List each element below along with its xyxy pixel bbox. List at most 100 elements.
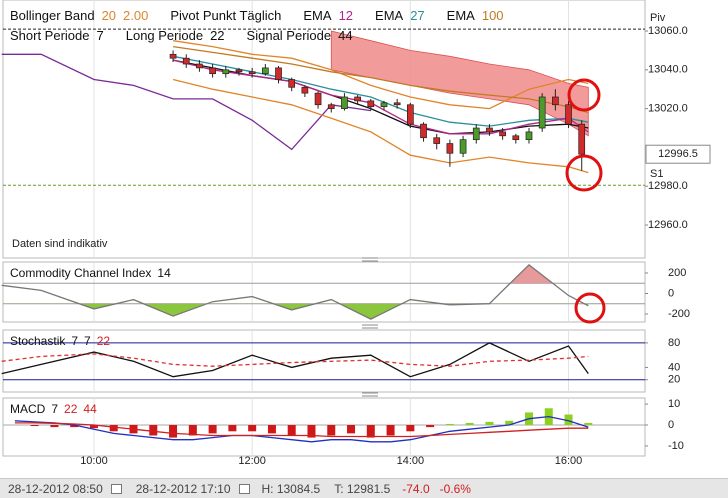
- legend-label: EMA: [375, 7, 404, 23]
- legend: Bollinger Band 20 2.00 Pivot Punkt Täglich E…: [10, 5, 526, 45]
- legend-param: 20: [101, 7, 117, 23]
- legend-label: EMA: [446, 7, 475, 23]
- legend-item: EMA 100: [447, 8, 504, 23]
- candle-body: [380, 102, 388, 108]
- histogram-bar: [386, 425, 395, 436]
- candle-body: [275, 67, 282, 80]
- series-line: [1, 263, 589, 320]
- y-tick-label: 13060.0: [648, 25, 688, 37]
- panel-param: 14: [157, 266, 171, 280]
- y-tick-label: 12960.0: [648, 219, 688, 231]
- series-line: [14, 422, 589, 438]
- panel-param: 7: [71, 334, 79, 348]
- legend-label: EMA: [303, 7, 332, 23]
- legend-item: Bollinger Band 20 2.00: [10, 8, 148, 23]
- histogram-bar: [89, 425, 98, 429]
- histogram-bar: [465, 422, 474, 426]
- histogram-bar: [445, 423, 454, 426]
- y-tick-label: 0: [668, 419, 674, 431]
- legend-row: Short Periode 7 Long Periode 22 Signal Perio…: [10, 25, 526, 45]
- candle-body: [499, 131, 506, 137]
- histogram-bar: [109, 425, 118, 432]
- histogram-bar: [366, 425, 375, 438]
- candle-body: [486, 127, 493, 133]
- high: H: 13084.5: [261, 481, 321, 496]
- y-tick-label: 20: [668, 374, 680, 386]
- price-box: [645, 144, 711, 164]
- x-tick-label: 16:00: [555, 455, 583, 467]
- candle-body: [248, 71, 256, 75]
- histogram-bar: [584, 422, 593, 426]
- series-line: [14, 415, 589, 443]
- candle-body: [314, 92, 322, 106]
- panel-param: 7: [84, 334, 91, 348]
- x-tick-label: 10:00: [80, 455, 108, 467]
- low: T: 12981.5: [334, 481, 391, 496]
- histogram-bar: [248, 425, 257, 432]
- legend-item: Short Periode 7: [10, 28, 104, 43]
- series-line: [1, 353, 589, 367]
- y-tick-label: 13040.0: [648, 64, 688, 76]
- histogram-bar: [485, 421, 494, 426]
- series-line: [173, 45, 589, 114]
- level-fill: [510, 264, 553, 284]
- candle-body: [472, 127, 480, 141]
- legend-param: 100: [481, 7, 504, 23]
- y-tick-label: 0: [668, 287, 674, 299]
- chart: 13060.0 13040.0 13020.0 12980.0 12960.0 Piv S1…: [1, 0, 711, 467]
- candle-body: [288, 79, 296, 88]
- footer: 28-12-2012 08:50 28-12-2012 17:10 H: 130…: [0, 478, 728, 498]
- y-tick-label: 13020.0: [648, 103, 688, 115]
- legend-item: EMA 27: [375, 8, 425, 23]
- y-tick-label: 200: [668, 267, 686, 279]
- panel-title-text: Stochastik: [10, 334, 66, 348]
- y-tick-label: 10: [668, 398, 680, 410]
- histogram-bar: [564, 414, 573, 426]
- candle-body: [196, 63, 203, 69]
- histogram-bar: [327, 425, 336, 436]
- panel-title: MACD 7 22 44: [10, 402, 97, 416]
- panel: [2, 397, 646, 457]
- y-tick-label: -200: [668, 308, 690, 320]
- panel-param: 22: [64, 402, 78, 416]
- legend-param: 7: [96, 27, 104, 43]
- change: -74.0: [402, 481, 430, 496]
- panel-title-text: MACD: [10, 402, 46, 416]
- legend-label: Signal Periode: [246, 27, 332, 43]
- histogram-bar: [505, 420, 514, 426]
- histogram-bar: [267, 425, 276, 434]
- legend-label: Bollinger Band: [10, 7, 95, 23]
- histogram-bar: [169, 425, 178, 438]
- candle-body: [565, 104, 572, 125]
- panel-title-text: Commodity Channel Index: [10, 266, 152, 280]
- candle-body: [235, 69, 243, 73]
- candle-body: [327, 104, 335, 109]
- candle-body: [182, 57, 190, 65]
- legend-param: 22: [210, 27, 225, 43]
- candle-body: [301, 86, 309, 94]
- candle-body: [512, 135, 520, 141]
- price-label: 12996.5: [658, 148, 698, 160]
- histogram-bar: [50, 425, 59, 428]
- pivot-label: Piv: [650, 12, 666, 24]
- candle-body: [420, 123, 427, 139]
- histogram-bar: [406, 425, 415, 432]
- series-line: [173, 40, 589, 110]
- panel: [2, 0, 646, 259]
- series-line: [172, 78, 589, 174]
- candle-body: [433, 137, 441, 144]
- legend-label: Long Periode: [125, 27, 204, 43]
- date-to: 28-12-2012 17:10: [135, 481, 231, 496]
- change-pct: -0.6%: [439, 481, 471, 496]
- series-line: [172, 55, 589, 127]
- candle-body: [538, 96, 546, 129]
- calendar-icon[interactable]: [238, 483, 250, 494]
- date-from: 28-12-2012 08:50: [8, 481, 103, 496]
- calendar-icon[interactable]: [110, 483, 122, 494]
- histogram-bar: [307, 425, 316, 438]
- panel-param: 44: [83, 402, 97, 416]
- candle-body: [552, 96, 559, 106]
- candle-body: [209, 67, 216, 75]
- histogram-bar: [70, 425, 79, 428]
- histogram-bar: [287, 425, 296, 436]
